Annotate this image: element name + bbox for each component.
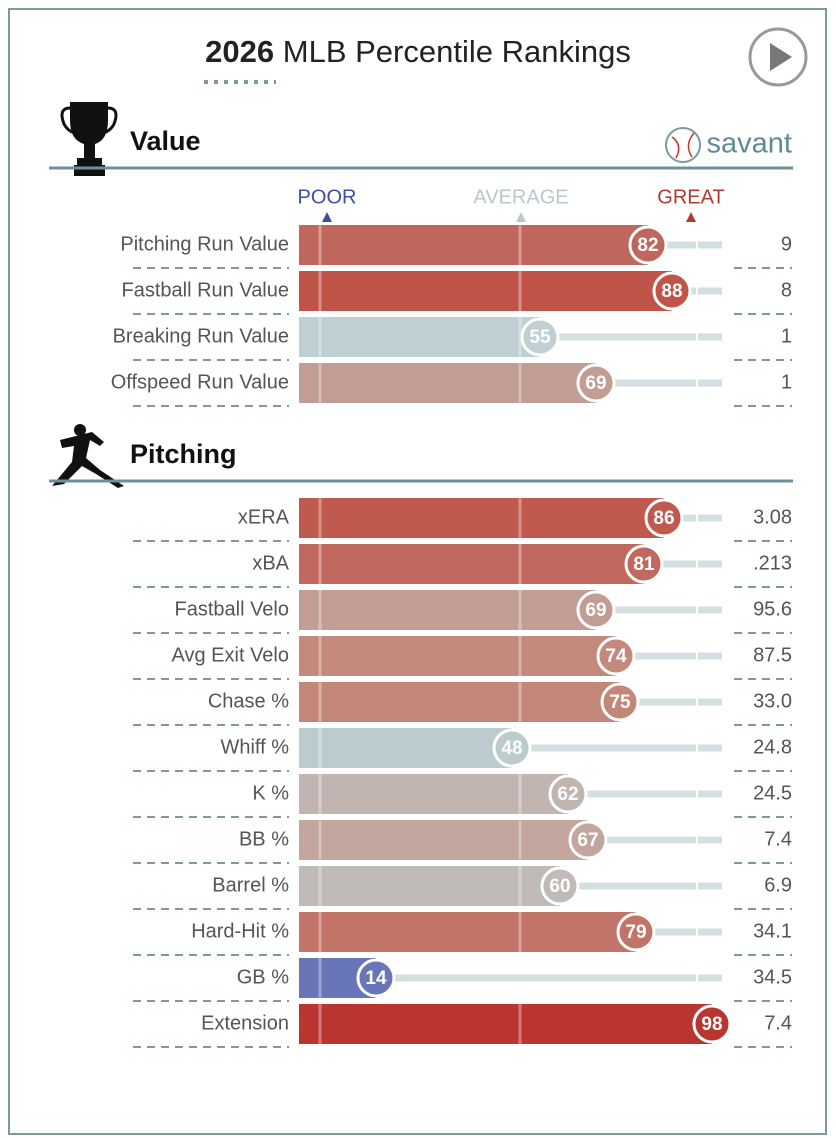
percentile-label: 88: [661, 281, 682, 302]
stat-value: 1: [781, 325, 792, 347]
percentile-dot: [576, 590, 616, 630]
percentile-dot: [492, 728, 532, 768]
scale-label: POOR: [298, 186, 357, 208]
percentile-dot: [628, 225, 668, 265]
row-label: xERA: [238, 506, 290, 528]
row-label: Breaking Run Value: [113, 325, 289, 347]
percentile-dot: [520, 317, 560, 357]
percentile-dot: [600, 682, 640, 722]
row-label: Pitching Run Value: [120, 233, 289, 255]
percentile-dot: [356, 958, 396, 998]
brand: savant: [707, 128, 792, 160]
bar: [299, 1004, 712, 1044]
row-label: Whiff %: [220, 736, 289, 758]
row-label: BB %: [239, 828, 289, 850]
row-label: Chase %: [208, 690, 289, 712]
percentile-dot: [548, 774, 588, 814]
percentile-label: 82: [637, 235, 658, 256]
page-title: 2026 MLB Percentile Rankings: [205, 34, 631, 69]
row-label: Barrel %: [212, 874, 289, 896]
stat-value: .213: [753, 552, 792, 574]
stat-value: 87.5: [753, 644, 792, 666]
row-label: Extension: [201, 1012, 289, 1034]
row-label: GB %: [237, 966, 289, 988]
percentile-label: 62: [557, 784, 578, 805]
bar: [299, 498, 664, 538]
row-label: Fastball Run Value: [122, 279, 290, 301]
stat-value: 6.9: [764, 874, 792, 896]
row-label: Offspeed Run Value: [111, 371, 289, 393]
row-label: K %: [252, 782, 289, 804]
stat-value: 9: [781, 233, 792, 255]
stat-value: 1: [781, 371, 792, 393]
percentile-label: 55: [529, 327, 551, 348]
section-title: Pitching: [130, 439, 237, 469]
bar: [299, 682, 620, 722]
percentile-label: 81: [633, 554, 655, 575]
play-icon[interactable]: [770, 43, 792, 71]
play-button[interactable]: [748, 27, 808, 87]
stat-value: 7.4: [764, 828, 792, 850]
percentile-dot: [576, 363, 616, 403]
percentile-label: 60: [549, 876, 570, 897]
percentile-dot: [652, 271, 692, 311]
stat-value: 34.1: [753, 920, 792, 942]
bar: [299, 820, 588, 860]
scale-marker: [322, 212, 332, 222]
bar: [299, 636, 616, 676]
row-label: Hard-Hit %: [191, 920, 289, 942]
savant-logo: [665, 127, 701, 163]
bar: [299, 225, 648, 265]
percentile-dot: [568, 820, 608, 860]
bar: [299, 912, 636, 952]
bar: [299, 866, 560, 906]
scale-marker: [516, 212, 526, 222]
percentile-label: 69: [585, 373, 606, 394]
percentile-dot: [540, 866, 580, 906]
percentile-label: 67: [577, 830, 598, 851]
pitcher-icon: [52, 424, 124, 488]
title-year: 2026: [205, 34, 274, 69]
bar: [299, 774, 568, 814]
scale-label: AVERAGE: [473, 186, 568, 208]
bar: [299, 590, 596, 630]
title-text: MLB Percentile Rankings: [283, 34, 631, 69]
stat-value: 7.4: [764, 1012, 792, 1034]
percentile-label: 98: [701, 1014, 722, 1035]
percentile-dot: [624, 544, 664, 584]
percentile-dot: [596, 636, 636, 676]
row-label: xBA: [252, 552, 289, 574]
trophy-icon: [60, 102, 118, 176]
row-label: Fastball Velo: [174, 598, 289, 620]
percentile-label: 14: [365, 968, 387, 989]
stat-value: 8: [781, 279, 792, 301]
bar: [299, 317, 540, 357]
percentile-label: 48: [501, 738, 522, 759]
row-label: Avg Exit Velo: [172, 644, 289, 666]
percentile-label: 86: [653, 508, 674, 529]
bar: [299, 363, 596, 403]
bar: [299, 271, 672, 311]
stat-value: 34.5: [753, 966, 792, 988]
stat-value: 24.5: [753, 782, 792, 804]
bar: [299, 544, 644, 584]
stat-value: 33.0: [753, 690, 792, 712]
scale-label: GREAT: [657, 186, 724, 208]
ball-seams: [671, 132, 695, 159]
percentile-dot: [692, 1004, 732, 1044]
percentile-dot: [616, 912, 656, 952]
bar: [299, 728, 512, 768]
percentile-label: 79: [625, 922, 646, 943]
stat-value: 24.8: [753, 736, 792, 758]
percentile-label: 69: [585, 600, 606, 621]
percentile-dot: [644, 498, 684, 538]
percentile-label: 75: [609, 692, 631, 713]
section-title: Value: [130, 126, 201, 156]
scale-marker: [686, 212, 696, 222]
stat-value: 95.6: [753, 598, 792, 620]
stat-value: 3.08: [753, 506, 792, 528]
percentile-label: 74: [605, 646, 627, 667]
